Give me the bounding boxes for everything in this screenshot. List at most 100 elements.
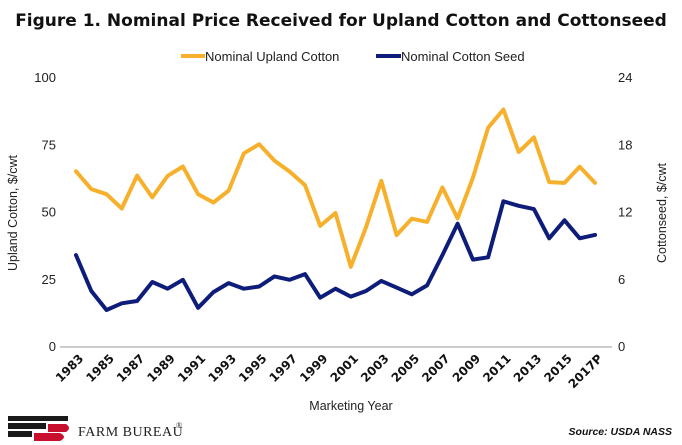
data-point-nominal-cotton-seed <box>472 258 474 261</box>
data-point-nominal-cotton-seed <box>578 237 581 240</box>
x-tick-label: 1987 <box>114 351 148 385</box>
data-point-nominal-upland-cotton <box>182 165 184 168</box>
data-point-nominal-cotton-seed <box>136 300 138 302</box>
x-axis: 1983198519871989199119931995199719992001… <box>53 351 606 391</box>
x-tick-label: 1993 <box>205 351 239 385</box>
x-tick-label: 1997 <box>267 351 301 385</box>
data-point-nominal-upland-cotton <box>441 186 444 189</box>
data-point-nominal-upland-cotton <box>594 182 596 184</box>
data-point-nominal-upland-cotton <box>350 266 352 268</box>
x-tick-label: 2011 <box>480 351 514 385</box>
left-y-axis: 0 25 50 75 100 <box>34 70 56 354</box>
x-axis-label: Marketing Year <box>309 399 392 413</box>
data-point-nominal-cotton-seed <box>380 280 383 282</box>
series-layer <box>74 107 597 312</box>
data-point-nominal-upland-cotton <box>472 177 474 179</box>
right-tick-label: 12 <box>618 205 632 220</box>
farm-bureau-emblem-icon <box>8 416 69 441</box>
data-point-nominal-upland-cotton <box>121 207 123 210</box>
left-tick-label: 25 <box>42 272 56 287</box>
data-point-nominal-upland-cotton <box>487 127 489 129</box>
data-point-nominal-cotton-seed <box>105 309 108 311</box>
data-point-nominal-cotton-seed <box>365 290 367 292</box>
right-tick-label: 18 <box>618 137 632 152</box>
data-point-nominal-upland-cotton <box>105 193 108 195</box>
data-point-nominal-upland-cotton <box>533 136 535 139</box>
data-point-nominal-cotton-seed <box>487 256 489 259</box>
left-tick-label: 50 <box>42 205 56 220</box>
data-point-nominal-cotton-seed <box>75 254 77 256</box>
x-tick-label: 1983 <box>53 351 87 385</box>
data-point-nominal-upland-cotton <box>395 234 398 236</box>
right-axis-label: Cottonseed, $/cwt <box>655 162 669 263</box>
x-tick-label: 2007 <box>419 351 453 385</box>
data-point-nominal-cotton-seed <box>441 254 444 256</box>
chart-title: Figure 1. Nominal Price Received for Upl… <box>15 11 667 31</box>
data-point-nominal-upland-cotton <box>411 217 413 220</box>
data-point-nominal-upland-cotton <box>365 226 367 229</box>
data-point-nominal-cotton-seed <box>243 287 245 290</box>
data-point-nominal-upland-cotton <box>197 193 199 195</box>
data-point-nominal-cotton-seed <box>533 208 535 210</box>
x-tick-label: 2001 <box>328 351 362 385</box>
data-point-nominal-cotton-seed <box>548 237 550 240</box>
data-point-nominal-cotton-seed <box>258 285 261 288</box>
data-point-nominal-cotton-seed <box>350 295 352 298</box>
data-point-nominal-cotton-seed <box>227 282 230 284</box>
x-tick-label: 2013 <box>511 351 545 385</box>
data-point-nominal-upland-cotton <box>502 108 505 111</box>
x-tick-label: 2005 <box>389 351 423 385</box>
x-tick-label: 2003 <box>358 351 392 385</box>
data-point-nominal-upland-cotton <box>456 217 459 220</box>
data-point-nominal-upland-cotton <box>212 201 215 204</box>
legend-label-cotton-seed: Nominal Cotton Seed <box>401 49 525 64</box>
data-point-nominal-cotton-seed <box>151 281 154 283</box>
data-point-nominal-cotton-seed <box>411 293 413 296</box>
data-point-nominal-cotton-seed <box>319 296 322 299</box>
right-tick-label: 24 <box>618 70 632 85</box>
data-point-nominal-cotton-seed <box>90 290 93 292</box>
data-point-nominal-upland-cotton <box>548 181 550 183</box>
data-point-nominal-cotton-seed <box>517 205 520 207</box>
x-tick-label: 1985 <box>83 351 117 385</box>
data-point-nominal-upland-cotton <box>288 170 291 173</box>
data-point-nominal-upland-cotton <box>227 189 230 192</box>
data-point-nominal-upland-cotton <box>258 143 261 145</box>
data-point-nominal-cotton-seed <box>288 279 291 281</box>
data-point-nominal-cotton-seed <box>563 219 566 222</box>
x-tick-label: 2017P <box>566 351 606 391</box>
data-point-nominal-upland-cotton <box>90 188 93 190</box>
data-point-nominal-cotton-seed <box>334 287 337 290</box>
data-point-nominal-cotton-seed <box>304 273 306 275</box>
legend-label-upland-cotton: Nominal Upland Cotton <box>205 49 339 64</box>
data-point-nominal-cotton-seed <box>197 307 199 309</box>
data-point-nominal-cotton-seed <box>426 284 428 287</box>
data-point-nominal-upland-cotton <box>136 174 138 177</box>
x-tick-label: 1991 <box>175 351 209 385</box>
data-point-nominal-cotton-seed <box>502 200 505 203</box>
data-point-nominal-upland-cotton <box>319 225 322 227</box>
x-tick-label: 2009 <box>450 351 484 385</box>
series-line-nominal-upland-cotton <box>74 107 597 269</box>
left-axis-label: Upland Cotton, $/cwt <box>6 154 20 271</box>
legend: Nominal Upland Cotton Nominal Cotton See… <box>181 49 525 64</box>
right-tick-label: 0 <box>618 339 625 354</box>
data-point-nominal-upland-cotton <box>380 180 383 182</box>
data-point-nominal-upland-cotton <box>273 159 276 162</box>
data-point-nominal-cotton-seed <box>121 302 123 305</box>
right-tick-label: 6 <box>618 272 625 287</box>
source-note: Source: USDA NASS <box>569 426 672 438</box>
data-point-nominal-upland-cotton <box>304 184 306 186</box>
data-point-nominal-cotton-seed <box>594 234 596 236</box>
left-tick-label: 0 <box>49 339 56 354</box>
right-y-axis: 0 6 12 18 24 <box>618 70 632 354</box>
data-point-nominal-cotton-seed <box>166 287 169 290</box>
data-point-nominal-cotton-seed <box>212 291 215 293</box>
data-point-nominal-upland-cotton <box>517 151 520 153</box>
data-point-nominal-upland-cotton <box>578 166 581 168</box>
data-point-nominal-cotton-seed <box>273 275 276 278</box>
x-tick-label: 1999 <box>297 351 331 385</box>
data-point-nominal-upland-cotton <box>563 182 566 184</box>
left-tick-label: 100 <box>34 70 56 85</box>
